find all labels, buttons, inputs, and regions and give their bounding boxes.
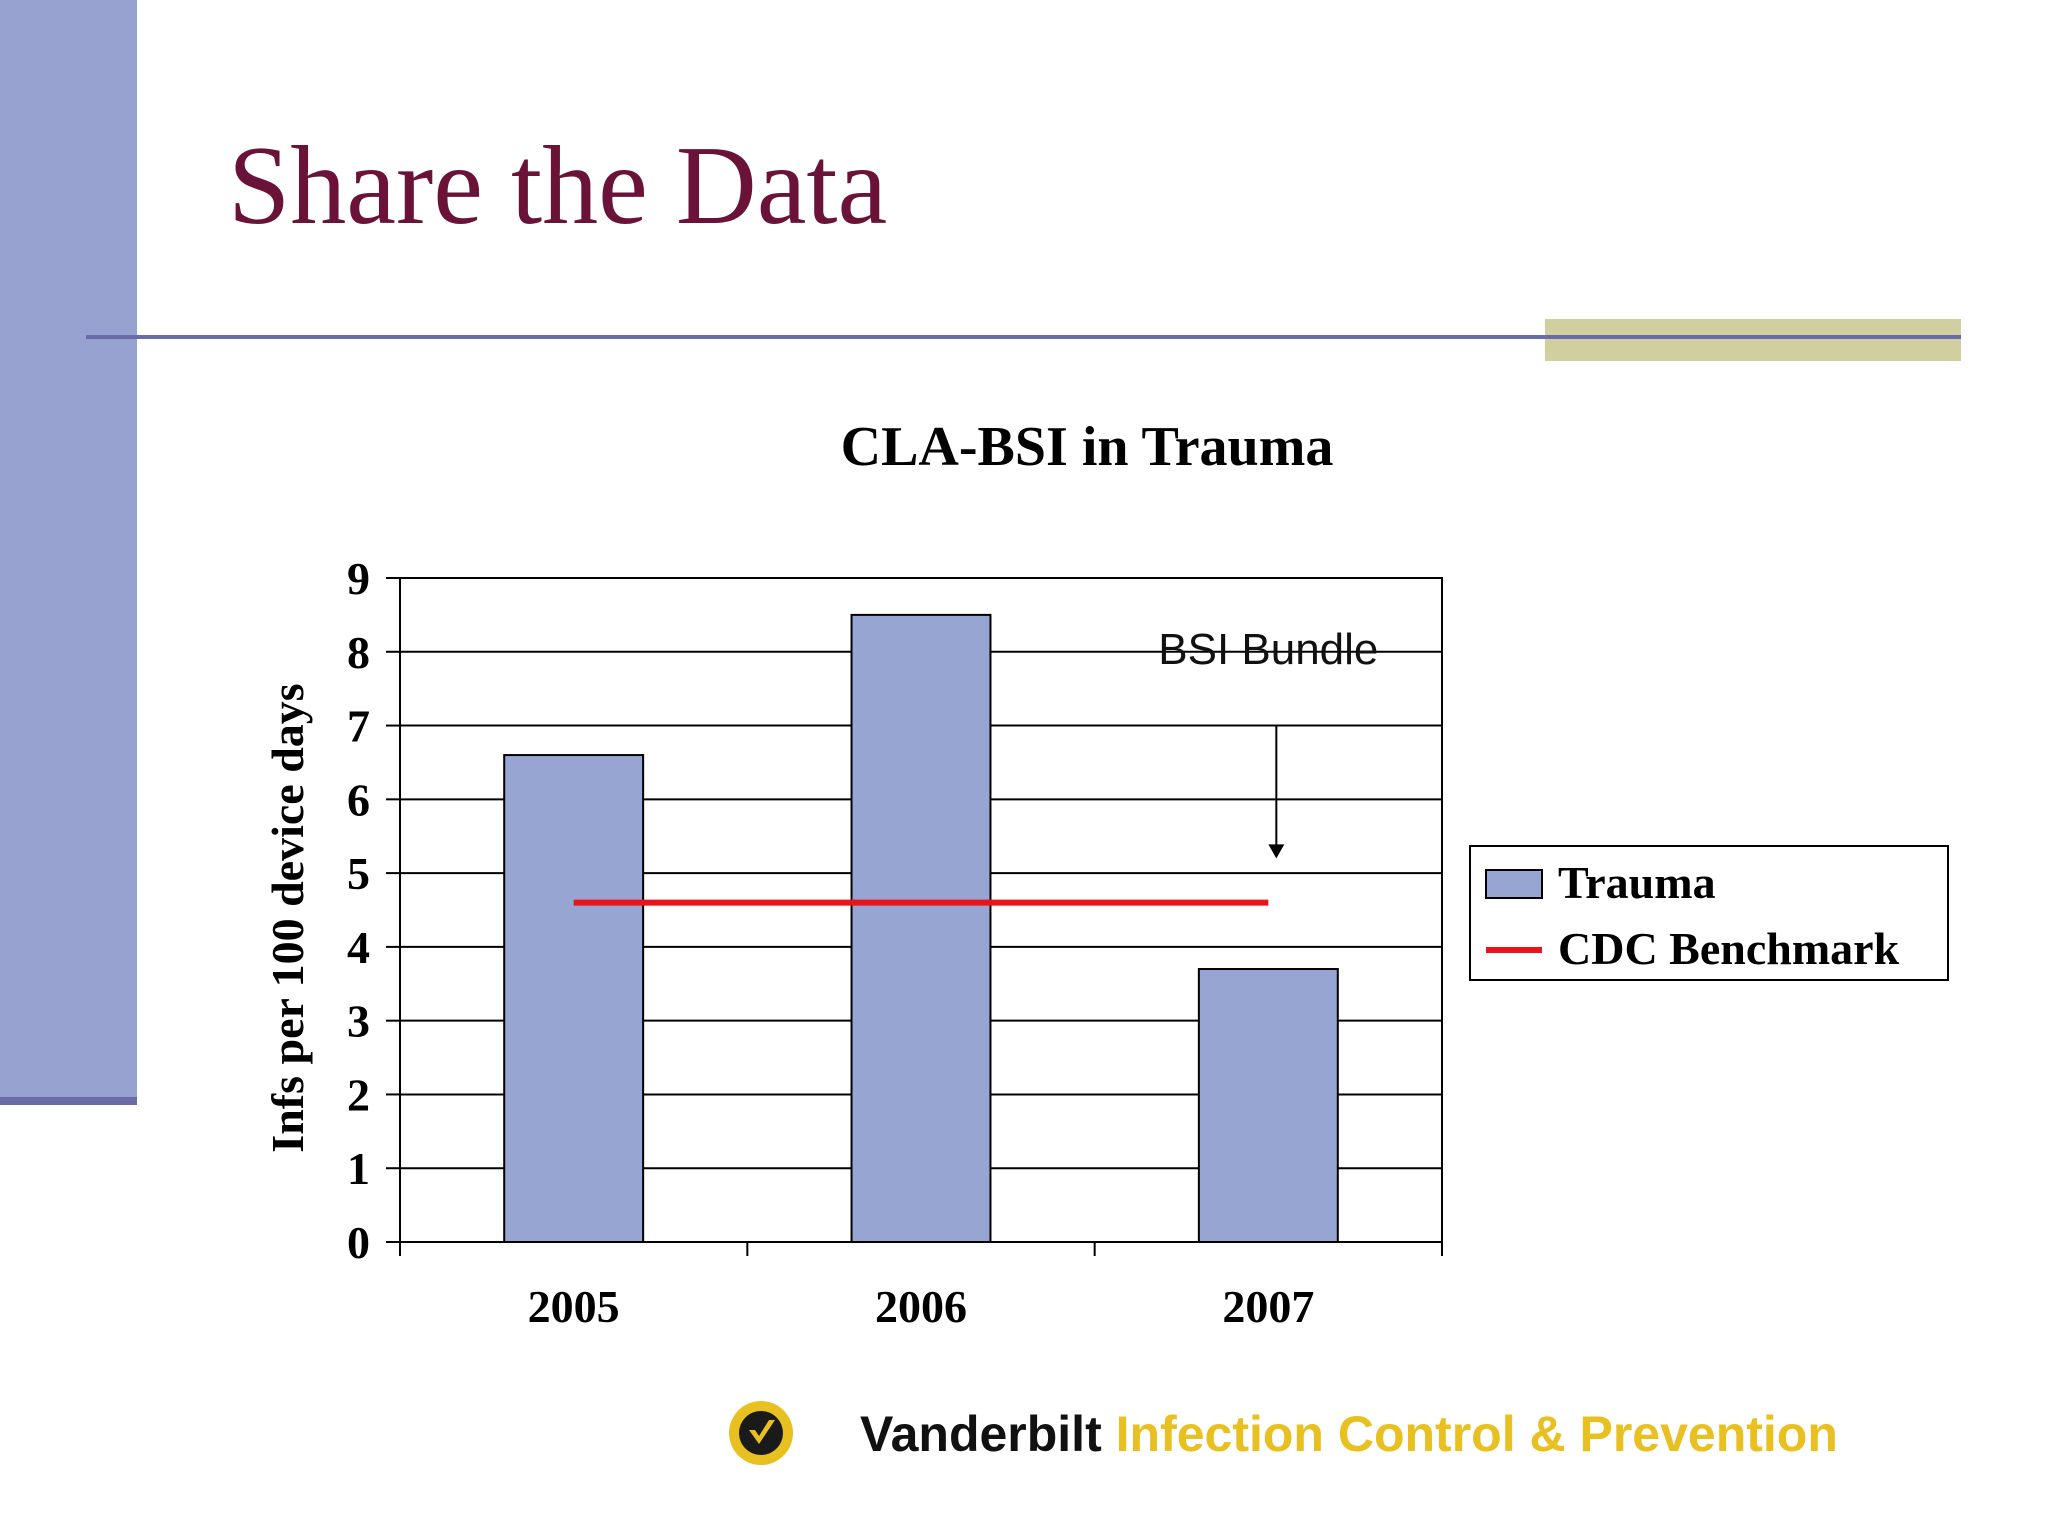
y-tick-label: 4 bbox=[347, 922, 370, 973]
axes bbox=[386, 577, 1443, 1256]
legend: Trauma CDC Benchmark bbox=[1469, 845, 1949, 981]
y-tick-label: 6 bbox=[347, 774, 370, 825]
bar-2007 bbox=[1197, 968, 1339, 1243]
y-tick-label: 9 bbox=[347, 553, 370, 604]
title-rule-accent-line bbox=[1545, 335, 1961, 339]
legend-label-benchmark: CDC Benchmark bbox=[1558, 923, 1900, 974]
x-tick-label: 2005 bbox=[528, 1281, 620, 1332]
title-rule bbox=[86, 335, 1961, 339]
footer-org: Vanderbilt bbox=[860, 1406, 1102, 1462]
y-tick-label: 3 bbox=[347, 996, 370, 1047]
y-tick-label: 5 bbox=[347, 848, 370, 899]
y-tick-label: 0 bbox=[347, 1217, 370, 1268]
footer-dept: Infection Control & Prevention bbox=[1115, 1406, 1838, 1462]
y-tick-label: 2 bbox=[347, 1069, 370, 1120]
chart-title: CLA-BSI in Trauma bbox=[841, 416, 1334, 478]
side-accent-bar bbox=[0, 0, 137, 1105]
annotation-text: BSI Bundle bbox=[1158, 625, 1378, 674]
plot-border bbox=[399, 577, 1443, 1243]
y-tick-label: 7 bbox=[347, 701, 370, 752]
y-tick-label: 1 bbox=[347, 1143, 370, 1194]
bar-2005 bbox=[503, 754, 645, 1243]
legend-label-trauma: Trauma bbox=[1558, 857, 1716, 908]
x-tick-label: 2007 bbox=[1222, 1281, 1314, 1332]
bars bbox=[503, 613, 1339, 1243]
vanderbilt-logo-icon bbox=[729, 1401, 793, 1465]
legend-swatch-trauma bbox=[1485, 869, 1543, 899]
annotation-arrowhead bbox=[1268, 844, 1285, 859]
legend-box bbox=[1469, 845, 1949, 981]
bar-2006 bbox=[850, 613, 992, 1243]
slide-title: Share the Data bbox=[228, 124, 888, 248]
y-tick-label: 8 bbox=[347, 627, 370, 678]
y-axis-label: Infs per 100 device days bbox=[262, 683, 313, 1152]
footer: Vanderbilt Infection Control & Preventio… bbox=[860, 1405, 1838, 1463]
title-rule-accent bbox=[1545, 319, 1961, 361]
x-tick-label: 2006 bbox=[875, 1281, 967, 1332]
labels: 0 1 2 3 4 5 6 7 8 9 2005 2006 2007 BSI Bundle CLA-BSI … bbox=[262, 416, 1378, 1332]
